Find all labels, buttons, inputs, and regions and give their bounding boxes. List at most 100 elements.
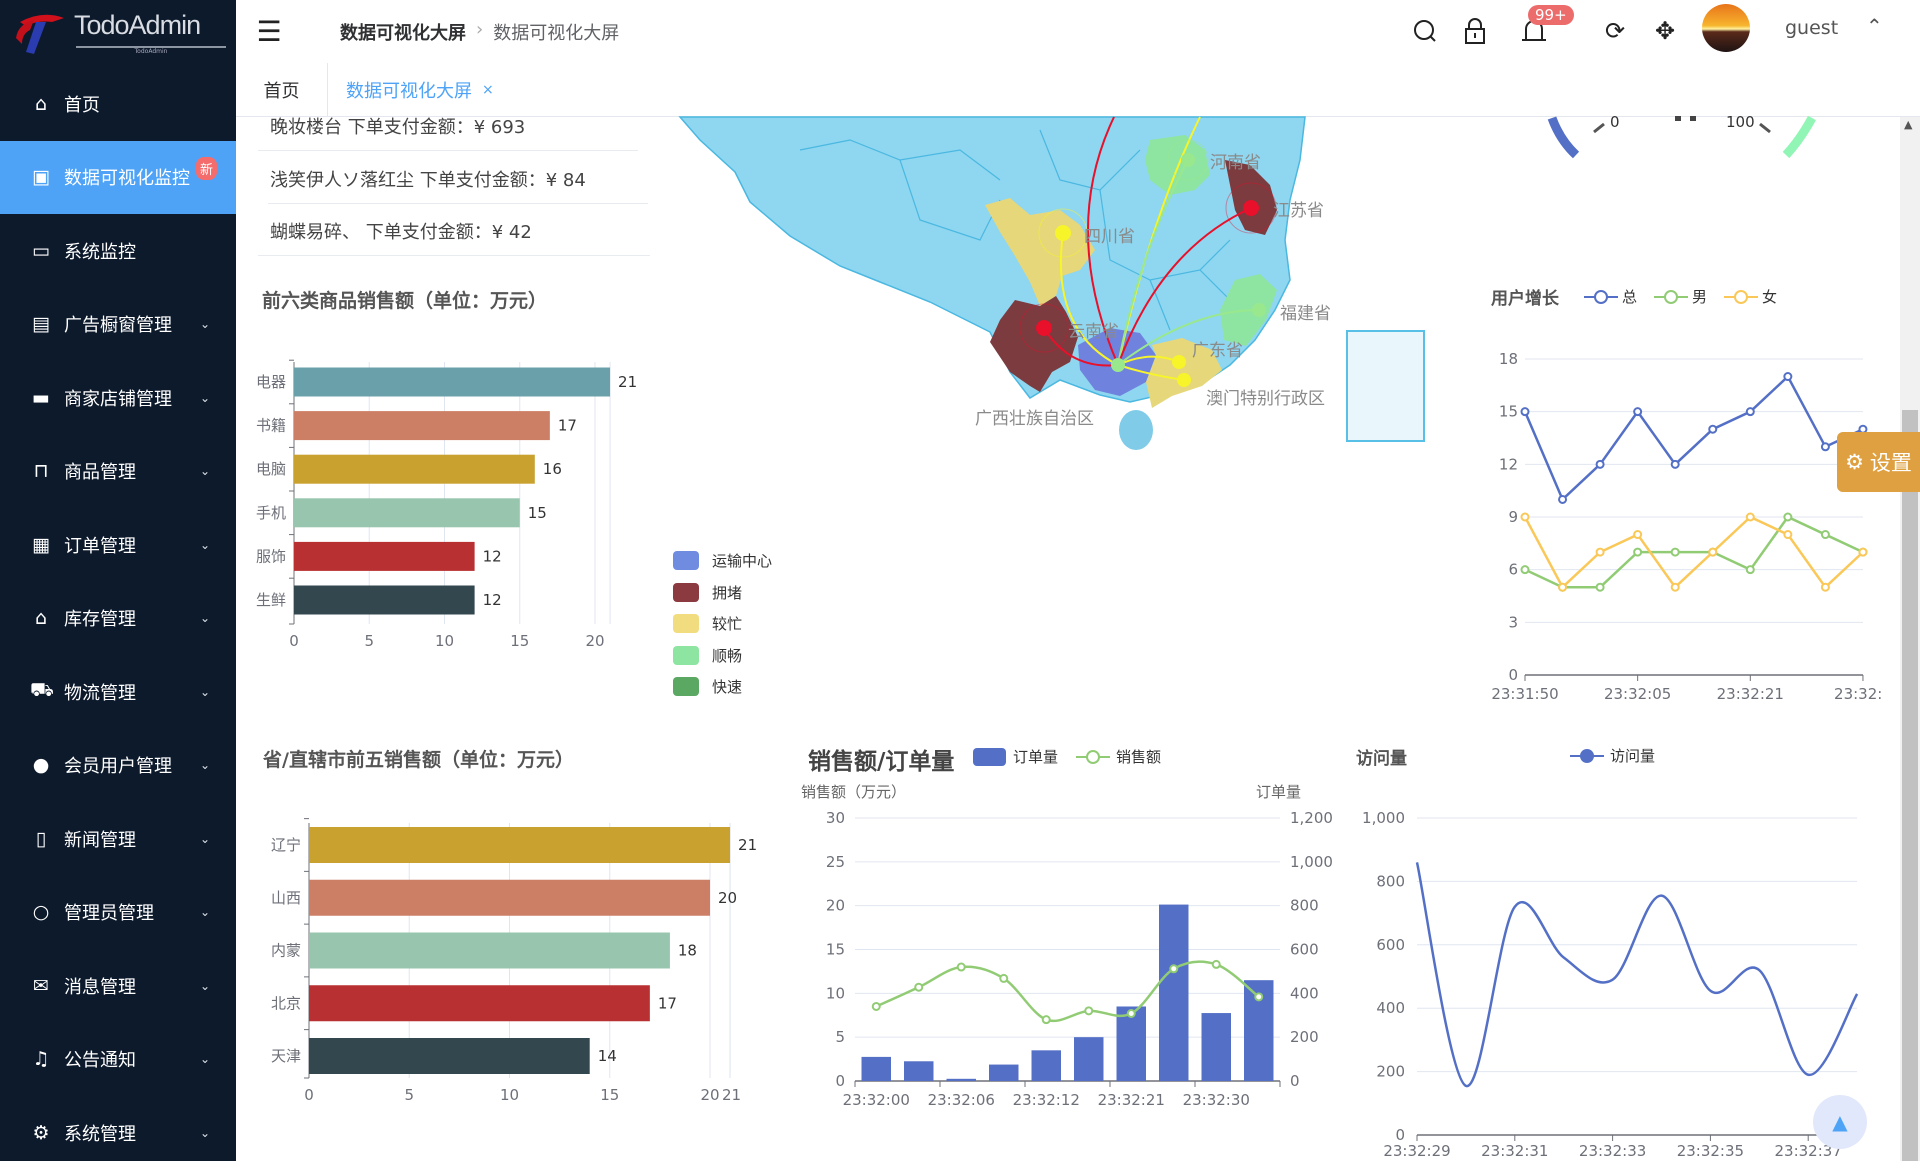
y-right-tick-label: 600 bbox=[1290, 941, 1319, 959]
sidebar-item[interactable]: ✉ 消息管理 ⌄ bbox=[0, 949, 236, 1022]
x-tick-label: 23:32:31 bbox=[1481, 1142, 1548, 1160]
legend-item-sales[interactable]: 销售额 bbox=[1076, 746, 1161, 767]
y-left-tick-label: 5 bbox=[835, 1028, 845, 1046]
logo-subtitle: TodoAdmin bbox=[76, 46, 226, 56]
back-to-top-button[interactable]: ▲ bbox=[1813, 1095, 1867, 1149]
y-category-label: 北京 bbox=[271, 994, 301, 1012]
tab-label: 数据可视化大屏 bbox=[346, 81, 472, 102]
y-right-tick-label: 400 bbox=[1290, 984, 1319, 1002]
legend-item-orders[interactable]: 订单量 bbox=[973, 746, 1058, 767]
logo[interactable]: TodoAdmin TodoAdmin bbox=[12, 8, 227, 58]
chart-title: 销售额/订单量 bbox=[808, 749, 955, 775]
data-point bbox=[1169, 964, 1179, 974]
y-tick-label: 12 bbox=[1499, 455, 1518, 473]
legend-item-total[interactable]: 总 bbox=[1584, 286, 1637, 307]
bar bbox=[309, 879, 710, 916]
legend-item-male[interactable]: 男 bbox=[1654, 286, 1707, 307]
y-tick-label: 600 bbox=[1376, 936, 1405, 954]
data-point bbox=[1820, 582, 1830, 592]
bar bbox=[309, 1038, 590, 1074]
close-icon[interactable]: × bbox=[482, 82, 494, 98]
refresh-icon[interactable]: ⟳ bbox=[1604, 17, 1626, 45]
x-tick-label: 0 bbox=[289, 632, 299, 650]
sidebar-item[interactable]: ♫ 公告通知 ⌄ bbox=[0, 1023, 236, 1096]
sidebar-item[interactable]: ○ 管理员管理 ⌄ bbox=[0, 876, 236, 949]
bar bbox=[309, 985, 650, 1022]
menu-icon: ▯ bbox=[35, 827, 47, 850]
sidebar-item[interactable]: ⊓ 商品管理 ⌄ bbox=[0, 435, 236, 508]
scroll-up-arrow-icon[interactable]: ▲ bbox=[1904, 118, 1913, 131]
data-point bbox=[1084, 1006, 1094, 1016]
x-tick-label: 20 bbox=[700, 1086, 719, 1104]
x-tick-label: 0 bbox=[304, 1086, 314, 1104]
data-point bbox=[1041, 1015, 1051, 1025]
legend-item-visits[interactable]: 访问量 bbox=[1570, 745, 1655, 766]
lock-icon[interactable] bbox=[1460, 16, 1490, 46]
data-point bbox=[1126, 1008, 1136, 1018]
bar-value-label: 17 bbox=[558, 417, 577, 435]
map-legend-item[interactable]: 拥堵 bbox=[673, 582, 742, 603]
x-tick-label: 23:32:21 bbox=[1098, 1091, 1165, 1109]
x-tick-label: 21 bbox=[722, 1086, 741, 1104]
chevron-down-icon: ⌄ bbox=[199, 611, 210, 625]
sidebar-item[interactable]: ⌂ 首页 bbox=[0, 67, 236, 140]
data-point bbox=[914, 982, 924, 992]
y-category-label: 电器 bbox=[256, 373, 286, 391]
bar-value-label: 14 bbox=[598, 1047, 617, 1065]
tab-label: 首页 bbox=[263, 81, 300, 102]
y-right-tick-label: 1,000 bbox=[1290, 853, 1333, 871]
sidebar-item[interactable]: ▣ 数据可视化监控新 bbox=[0, 140, 236, 214]
sidebar-item-label: 商家店铺管理 bbox=[64, 388, 172, 410]
series-line-男 bbox=[1524, 515, 1864, 589]
username[interactable]: guest bbox=[1785, 17, 1839, 39]
map-land bbox=[678, 116, 1306, 403]
sidebar-item[interactable]: ⚙ 系统管理 ⌄ bbox=[0, 1096, 236, 1169]
tab-home[interactable]: 首页 bbox=[236, 63, 328, 117]
settings-button[interactable]: ⚙ 设置 bbox=[1837, 432, 1920, 492]
bar bbox=[904, 1061, 934, 1081]
sidebar-item[interactable]: ● 会员用户管理 ⌄ bbox=[0, 729, 236, 802]
map-legend-item[interactable]: 运输中心 bbox=[673, 550, 772, 571]
sidebar-item[interactable]: ▤ 广告橱窗管理 ⌄ bbox=[0, 288, 236, 361]
sidebar-item[interactable]: ▦ 订单管理 ⌄ bbox=[0, 508, 236, 581]
chevron-down-icon: ⌄ bbox=[199, 905, 210, 919]
data-point bbox=[1520, 565, 1530, 575]
y-right-tick-label: 1,200 bbox=[1290, 809, 1333, 827]
breadcrumb-separator-icon: › bbox=[476, 19, 484, 40]
map-legend-item[interactable]: 快速 bbox=[673, 676, 742, 697]
sidebar-item-label: 库存管理 bbox=[64, 609, 136, 630]
bar bbox=[294, 411, 550, 441]
scrollbar-thumb[interactable] bbox=[1902, 410, 1918, 1161]
menu-toggle-icon[interactable]: ☰ bbox=[256, 14, 282, 48]
map-legend-item[interactable]: 顺畅 bbox=[673, 645, 742, 666]
chevron-down-icon: ⌄ bbox=[199, 1052, 210, 1066]
y-right-tick-label: 800 bbox=[1290, 897, 1319, 915]
data-point bbox=[1745, 565, 1755, 575]
fullscreen-move-icon[interactable]: ✥ bbox=[1654, 17, 1676, 45]
bar bbox=[294, 585, 475, 615]
tab-data-screen[interactable]: 数据可视化大屏 × bbox=[328, 63, 512, 117]
user-growth-chart: 0 3 6 9 12 15 18 23:31:50 23:32:05 23:32:21 23:32:… bbox=[1491, 350, 1882, 703]
avatar[interactable] bbox=[1702, 4, 1750, 52]
data-point bbox=[1520, 512, 1530, 522]
series-line-总 bbox=[1523, 374, 1864, 502]
bar bbox=[309, 932, 670, 969]
sidebar-item[interactable]: ▯ 新闻管理 ⌄ bbox=[0, 802, 236, 875]
legend-item-female[interactable]: 女 bbox=[1724, 286, 1777, 307]
y-tick-label: 0 bbox=[1395, 1126, 1405, 1144]
breadcrumb-item[interactable]: 数据可视化大屏 bbox=[340, 23, 466, 44]
data-point bbox=[1558, 582, 1568, 592]
search-icon[interactable] bbox=[1410, 16, 1440, 46]
map-legend-item[interactable]: 较忙 bbox=[673, 613, 742, 634]
sidebar-item[interactable]: ⛟ 物流管理 ⌄ bbox=[0, 655, 236, 728]
x-tick-label: 23:32:06 bbox=[928, 1091, 995, 1109]
y-right-tick-label: 0 bbox=[1290, 1072, 1300, 1090]
sidebar-item-label: 系统管理 bbox=[64, 1123, 136, 1145]
x-tick-label: 15 bbox=[510, 632, 529, 650]
caret-up-icon: ▲ bbox=[1832, 1110, 1848, 1134]
sidebar-item[interactable]: ⌂ 库存管理 ⌄ bbox=[0, 582, 236, 655]
chevron-up-icon[interactable]: ⌃ bbox=[1866, 14, 1883, 38]
sidebar-item[interactable]: ▭ 系统监控 bbox=[0, 214, 236, 287]
sidebar-item[interactable]: ▬ 商家店铺管理 ⌄ bbox=[0, 361, 236, 434]
